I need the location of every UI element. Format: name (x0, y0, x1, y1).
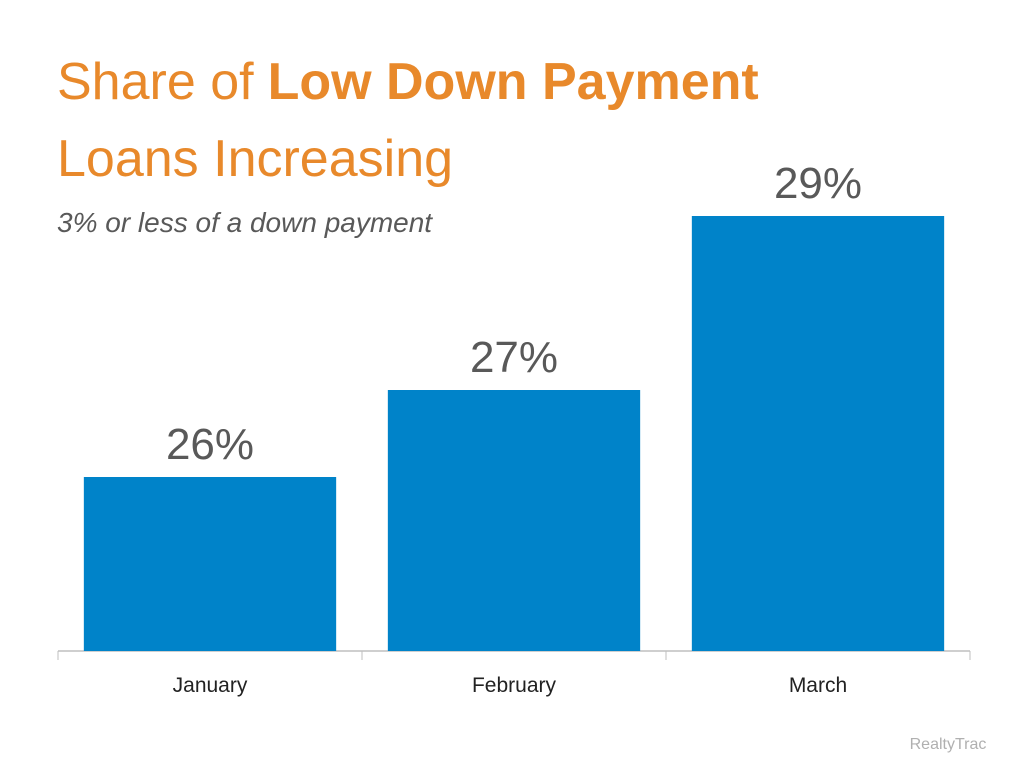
bar (691, 216, 945, 651)
x-tick-label: February (472, 674, 557, 697)
chart-title: Share of Low Down Payment (57, 53, 759, 111)
value-label: 27% (470, 333, 558, 382)
bar (83, 477, 337, 651)
x-tick-label: March (789, 674, 847, 697)
title-part: Share of (57, 53, 254, 111)
value-label: 29% (774, 159, 862, 208)
source: RealtyTrac (910, 736, 987, 753)
bar (387, 390, 641, 651)
x-tick-label: January (173, 674, 248, 697)
title-part: Low Down Payment (268, 53, 759, 111)
chart-subtitle: 3% or less of a down payment (57, 207, 433, 238)
title-part: Loans Increasing (57, 130, 453, 188)
value-label: 26% (166, 420, 254, 469)
chart-title: Loans Increasing (57, 130, 453, 188)
